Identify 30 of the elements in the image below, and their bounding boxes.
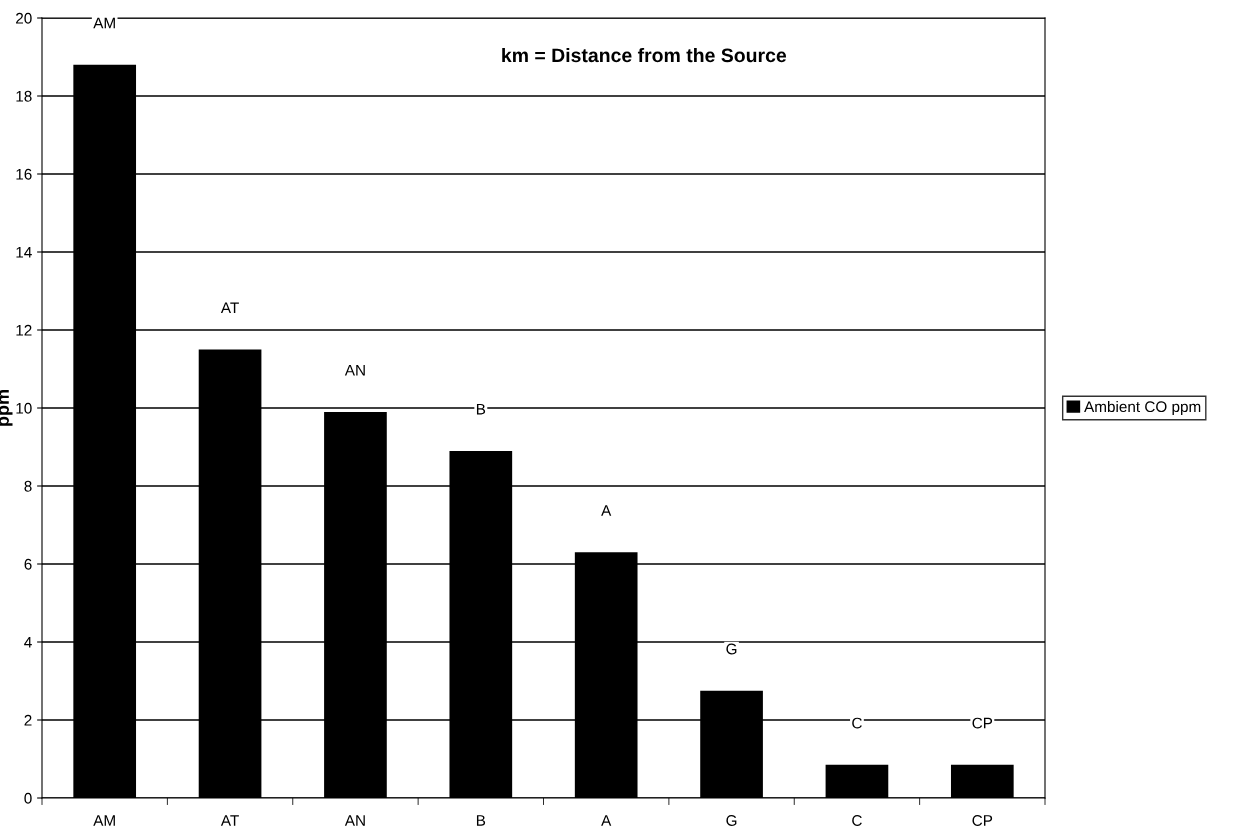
- y-tick-label: 20: [16, 12, 32, 24]
- y-tick-label: 4: [24, 637, 32, 648]
- x-tick-label: C: [852, 815, 862, 826]
- y-tick-label: 6: [24, 558, 32, 570]
- y-tick-label: 2: [24, 714, 32, 726]
- x-tick-label: A: [601, 815, 612, 826]
- x-tick-label: G: [726, 815, 737, 826]
- annotation: C: [852, 717, 862, 729]
- x-tick-label: B: [476, 815, 486, 826]
- y-axis-title: ppm: [0, 390, 13, 426]
- y-tick-label: 14: [16, 247, 32, 258]
- y-tick-label: 18: [16, 90, 32, 102]
- y-tick-label: 8: [24, 480, 32, 492]
- annotation: B: [476, 403, 486, 415]
- y-tick-label: 10: [16, 402, 32, 414]
- x-tick-label: AN: [344, 815, 365, 826]
- x-tick-label: CP: [972, 815, 993, 826]
- annotation: AT: [220, 302, 239, 313]
- y-tick-label: 12: [16, 324, 32, 336]
- annotation: AN: [344, 364, 365, 376]
- annotation: A: [601, 505, 612, 516]
- annotation: AM: [93, 17, 115, 29]
- y-tick-label: 0: [24, 792, 32, 804]
- x-tick-label: AM: [93, 815, 115, 826]
- y-tick-label: 16: [16, 168, 32, 180]
- legend-label: Ambient CO ppm: [1084, 400, 1201, 416]
- text: km = Distance from the Source: [502, 47, 787, 63]
- x-tick-label: AT: [220, 815, 239, 826]
- annotation: G: [726, 643, 737, 655]
- annotation: CP: [972, 717, 993, 729]
